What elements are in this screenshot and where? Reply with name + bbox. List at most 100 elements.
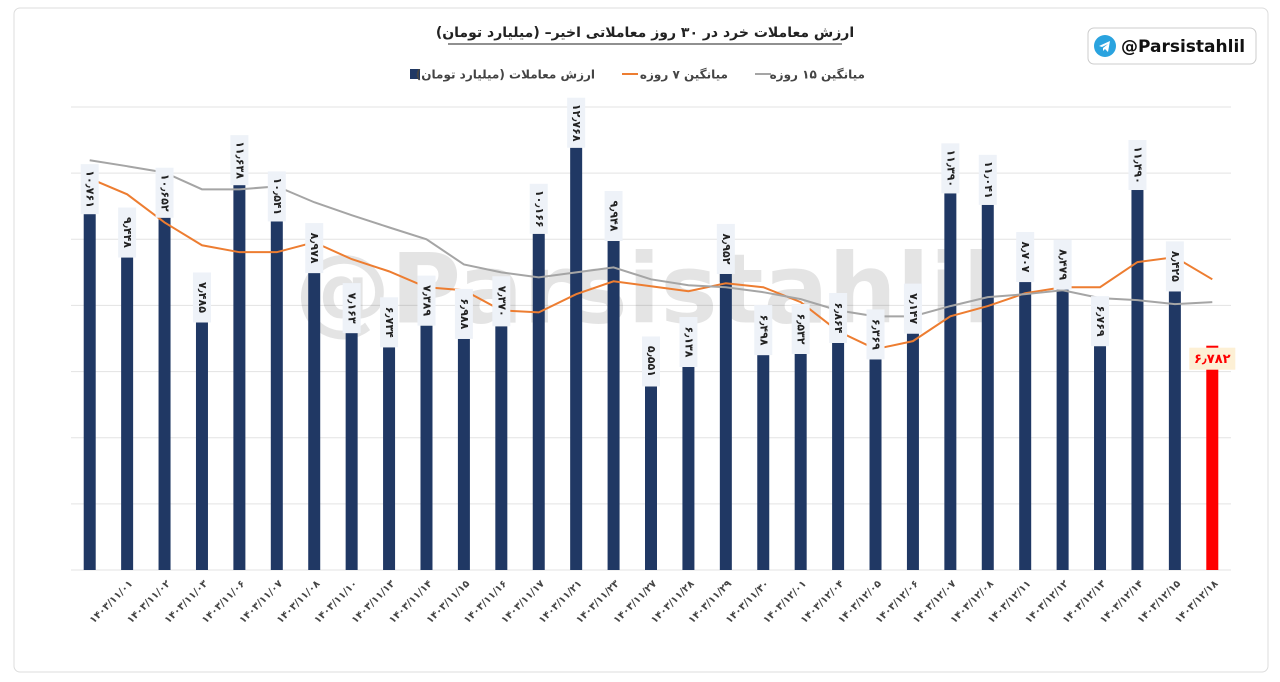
value-label: ۷٫۳۷۰ bbox=[495, 286, 508, 317]
value-label-box bbox=[417, 275, 436, 326]
value-label-box bbox=[342, 283, 361, 334]
value-label: ۷٫۱۶۳ bbox=[346, 293, 359, 324]
value-label-box bbox=[155, 167, 174, 218]
value-label-box bbox=[192, 272, 211, 323]
legend-label: میانگین ۷ روزه bbox=[640, 68, 728, 83]
value-label-box bbox=[978, 154, 997, 205]
value-label: ۱۰٫۵۴۱ bbox=[271, 178, 284, 216]
value-label: ۵٫۵۵۱ bbox=[645, 346, 658, 377]
bar bbox=[1056, 289, 1069, 570]
bar bbox=[869, 359, 882, 570]
value-label: ۶٫۷۶۹ bbox=[1094, 306, 1107, 337]
value-label: ۶٫۳۶۹ bbox=[870, 319, 883, 350]
bar bbox=[1131, 190, 1144, 571]
value-label-box bbox=[305, 223, 324, 274]
value-label: ۹٫۴۴۸ bbox=[121, 217, 134, 248]
bar bbox=[570, 147, 583, 570]
chart-title: ارزش معاملات خرد در ۳۰ روز معاملاتی اخیر… bbox=[436, 25, 854, 41]
value-label-box bbox=[454, 288, 473, 339]
value-label: ۷٫۳۸۹ bbox=[420, 285, 433, 316]
bar bbox=[195, 322, 208, 570]
value-label: ۷٫۴۸۵ bbox=[196, 282, 209, 313]
value-label-box bbox=[642, 336, 660, 387]
bar bbox=[83, 214, 96, 571]
bar bbox=[1168, 291, 1181, 570]
value-label-box bbox=[1016, 232, 1035, 283]
value-label: ۷٫۱۴۷ bbox=[907, 293, 920, 324]
value-label-box bbox=[118, 207, 137, 258]
bar bbox=[383, 347, 396, 570]
value-label-box bbox=[754, 305, 773, 356]
value-label-box bbox=[380, 297, 399, 348]
bar bbox=[1206, 345, 1219, 570]
value-label-box bbox=[492, 276, 511, 327]
bar bbox=[682, 367, 695, 570]
value-label: ۱۱٫۳۹۰ bbox=[944, 149, 957, 187]
value-label: ۸٫۴۲۵ bbox=[1169, 251, 1182, 282]
legend-swatch bbox=[410, 69, 420, 79]
value-label: ۱۲٫۷۶۸ bbox=[570, 104, 583, 142]
value-label: ۸٫۴۷۹ bbox=[1057, 249, 1070, 280]
bar bbox=[757, 355, 770, 570]
value-label-box bbox=[903, 283, 922, 334]
value-label-box bbox=[679, 317, 698, 368]
bar bbox=[794, 353, 807, 570]
bar bbox=[981, 204, 994, 571]
value-label-box bbox=[1053, 239, 1072, 290]
legend: ارزش معاملات (میلیارد تومان) میانگین ۷ رو… bbox=[410, 68, 865, 83]
badge-text: @Parsistahlil bbox=[1121, 37, 1245, 57]
telegram-icon bbox=[1094, 35, 1116, 57]
bar bbox=[1019, 282, 1032, 570]
value-label: ۱۱٫۰۴۱ bbox=[982, 161, 995, 199]
badge bbox=[1087, 27, 1257, 65]
value-label-box bbox=[941, 143, 960, 194]
value-label-box bbox=[80, 164, 99, 215]
value-label: ۶٫۸۶۴ bbox=[832, 303, 845, 334]
watermark: @Parsistahlil bbox=[295, 233, 996, 345]
value-label-box bbox=[716, 223, 735, 274]
bar bbox=[645, 386, 657, 570]
bar bbox=[121, 257, 134, 570]
bar bbox=[944, 193, 957, 571]
value-label: ۶٫۱۳۸ bbox=[682, 327, 695, 358]
bar bbox=[158, 217, 171, 570]
bar bbox=[832, 342, 845, 570]
value-label-box bbox=[829, 292, 848, 343]
value-label: ۸٫۷۰۷ bbox=[1019, 242, 1032, 273]
value-label: ۶٫۷۳۴ bbox=[383, 307, 396, 338]
value-label: ۱۰٫۶۵۲ bbox=[159, 174, 172, 212]
value-label-box bbox=[529, 183, 548, 234]
value-label-box bbox=[1128, 140, 1147, 191]
value-label: ۱۰٫۱۶۶ bbox=[533, 190, 546, 228]
value-label: ۶٫۴۹۸ bbox=[757, 315, 770, 346]
value-label-box bbox=[604, 191, 623, 242]
value-label-box bbox=[567, 97, 586, 148]
value-label: ۸٫۹۵۲ bbox=[720, 233, 733, 264]
legend-label: ارزش معاملات (میلیارد تومان) bbox=[416, 68, 595, 83]
bar bbox=[457, 338, 470, 570]
value-label: ۱۱٫۴۹۰ bbox=[1131, 146, 1144, 184]
bar bbox=[719, 273, 732, 570]
value-label: ۶٫۷۸۲ bbox=[1194, 352, 1231, 367]
value-label-box bbox=[230, 135, 249, 186]
bar bbox=[1094, 346, 1107, 570]
bar bbox=[420, 325, 433, 570]
value-label-box bbox=[1091, 296, 1110, 347]
value-label-box bbox=[267, 171, 286, 222]
value-label-box bbox=[1165, 241, 1184, 292]
bar bbox=[906, 333, 919, 570]
value-label: ۶٫۵۳۲ bbox=[795, 313, 808, 344]
bar bbox=[532, 233, 545, 571]
value-label-box bbox=[866, 309, 885, 360]
value-label: ۹٫۹۴۸ bbox=[608, 201, 621, 232]
value-label: ۱۰٫۷۶۱ bbox=[84, 170, 97, 208]
bar bbox=[233, 185, 246, 570]
bar bbox=[345, 333, 358, 570]
value-label: ۱۱٫۶۳۸ bbox=[233, 141, 246, 179]
bar bbox=[607, 241, 620, 570]
bar bbox=[495, 326, 508, 570]
bar bbox=[270, 221, 283, 570]
value-label-box bbox=[791, 303, 810, 354]
value-label-box bbox=[1189, 347, 1236, 370]
